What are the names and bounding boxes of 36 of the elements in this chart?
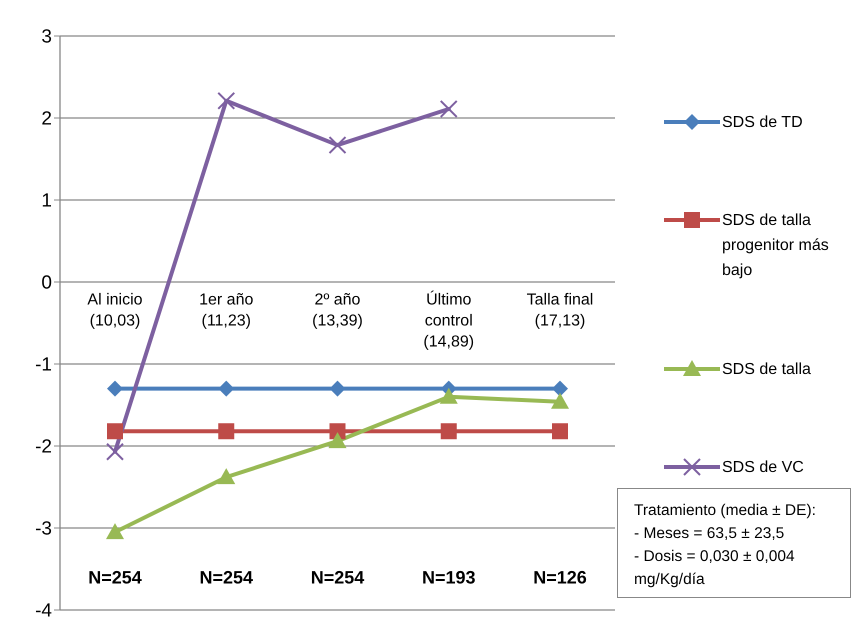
- y-tick-label: 1: [41, 190, 52, 212]
- x-tick-label: Al inicio (10,03): [87, 291, 143, 330]
- legend-label: SDS de VC: [722, 458, 805, 478]
- point: [107, 380, 123, 397]
- point: [218, 423, 234, 440]
- point: [107, 423, 123, 440]
- point: [218, 380, 234, 397]
- point: [328, 432, 346, 448]
- annotation: N=193: [422, 568, 476, 588]
- y-tick-label: 3: [41, 26, 52, 48]
- point: [552, 423, 568, 440]
- x-tick-label: 2º año (13,39): [312, 291, 363, 330]
- legend-label: SDS de talla progenitor más bajo: [722, 211, 830, 282]
- point: [440, 388, 458, 404]
- y-tick-label: -3: [35, 518, 52, 540]
- y-tick-label: -4: [35, 600, 52, 622]
- text: Tratamiento (media ± DE): - Meses = 63,5 ± 23,5 - Dosis = 0,030 ± 0,004 mg/Kg/día: [617, 488, 851, 598]
- point: [552, 380, 568, 397]
- point: [106, 523, 124, 540]
- point: [440, 423, 457, 440]
- y-tick-label: 0: [41, 272, 52, 294]
- y-tick-label: -1: [35, 354, 52, 376]
- x-tick-label: 1er año (11,23): [199, 291, 254, 330]
- x-tick-label: Último control (14,89): [423, 290, 474, 350]
- x-tick-label: Talla final (17,13): [526, 291, 594, 330]
- annotation: N=254: [199, 568, 254, 588]
- y-tick-label: 2: [41, 108, 52, 130]
- point: [217, 468, 236, 484]
- annotation: N=126: [533, 568, 587, 588]
- point: [551, 392, 569, 409]
- annotation: N=254: [88, 568, 142, 588]
- point: [330, 380, 346, 397]
- y-tick-label: -2: [35, 436, 52, 458]
- legend-label: SDS de talla: [722, 360, 812, 380]
- legend-label: SDS de TD: [722, 113, 804, 133]
- annotation: N=254: [310, 568, 364, 588]
